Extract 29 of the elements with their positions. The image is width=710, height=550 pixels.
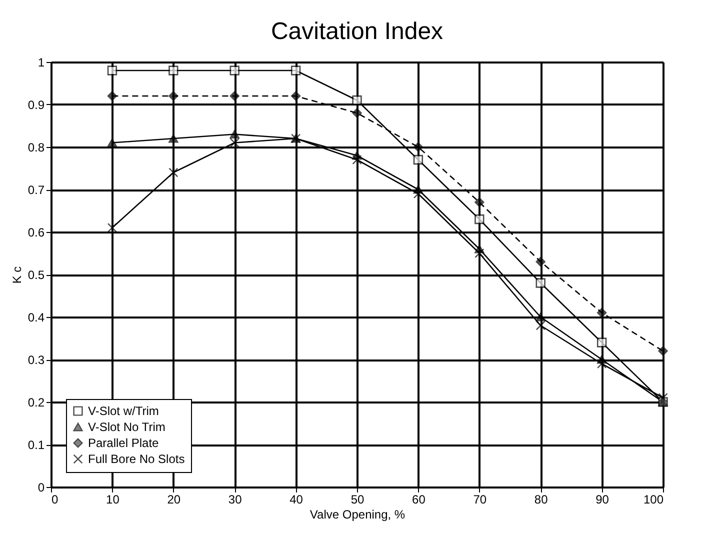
y-tick-label: 0.2 <box>28 396 45 410</box>
y-tick-label: 0.5 <box>28 268 45 282</box>
x-tick-label: 40 <box>290 492 304 506</box>
x-tick-label: 50 <box>350 492 364 506</box>
x-tick-label: 100 <box>643 492 664 506</box>
y-tick-label: 0 <box>38 480 45 494</box>
y-tick-label: 0.9 <box>28 98 45 112</box>
x-tick-label: 70 <box>473 492 487 506</box>
y-tick-label: 0.4 <box>28 310 45 324</box>
x-tick-label: 0 <box>52 492 58 506</box>
x-axis-title: Valve Opening, % <box>310 508 406 522</box>
x-tick-label: 10 <box>106 492 120 506</box>
x-tick-label: 60 <box>412 492 426 506</box>
y-tick-label: 0.6 <box>28 226 45 240</box>
legend-label: Parallel Plate <box>88 436 160 450</box>
chart-title: Cavitation Index <box>270 18 444 45</box>
y-tick-label: 0.7 <box>28 183 45 197</box>
y-tick-label: 1 <box>38 56 45 70</box>
x-tick-label: 20 <box>167 492 181 506</box>
x-tick-label: 80 <box>534 492 548 506</box>
legend-label: V-Slot w/Trim <box>88 404 159 418</box>
y-tick-label: 0.1 <box>28 438 45 452</box>
legend-label: V-Slot No Trim <box>88 420 166 434</box>
y-tick-label: 0.3 <box>28 353 45 367</box>
legend-label: Full Bore No Slots <box>88 452 185 466</box>
y-axis-title: K c <box>10 266 24 284</box>
x-tick-label: 30 <box>228 492 242 506</box>
x-tick-label: 90 <box>596 492 610 506</box>
y-tick-label: 0.8 <box>28 140 45 154</box>
